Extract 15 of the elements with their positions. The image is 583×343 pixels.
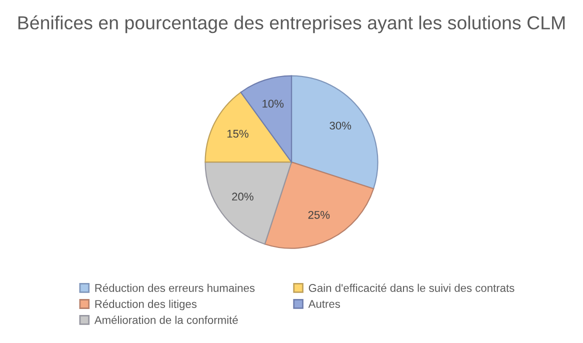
data-label: 20% [232, 192, 254, 201]
data-label: 25% [308, 210, 330, 219]
legend-label: Autres [308, 300, 340, 308]
legend-label: Réduction des litiges [95, 300, 197, 310]
pie-slice [264, 162, 374, 249]
pie-slice [290, 75, 378, 190]
pie-slice [204, 162, 292, 245]
pie-slice [204, 92, 292, 163]
data-label: 10% [262, 100, 284, 108]
data-label: 15% [227, 130, 248, 138]
data-label: 30% [330, 122, 352, 130]
legend-label: Gain d'efficacité dans le suivi des contrats [308, 284, 514, 292]
chart-title: Bénifices en pourcentage des entreprises ayant les solutions CLM [18, 15, 565, 34]
legend-label: Amélioration de la conformité [94, 316, 238, 324]
legend-label: Réduction des erreurs humaines [95, 284, 255, 292]
